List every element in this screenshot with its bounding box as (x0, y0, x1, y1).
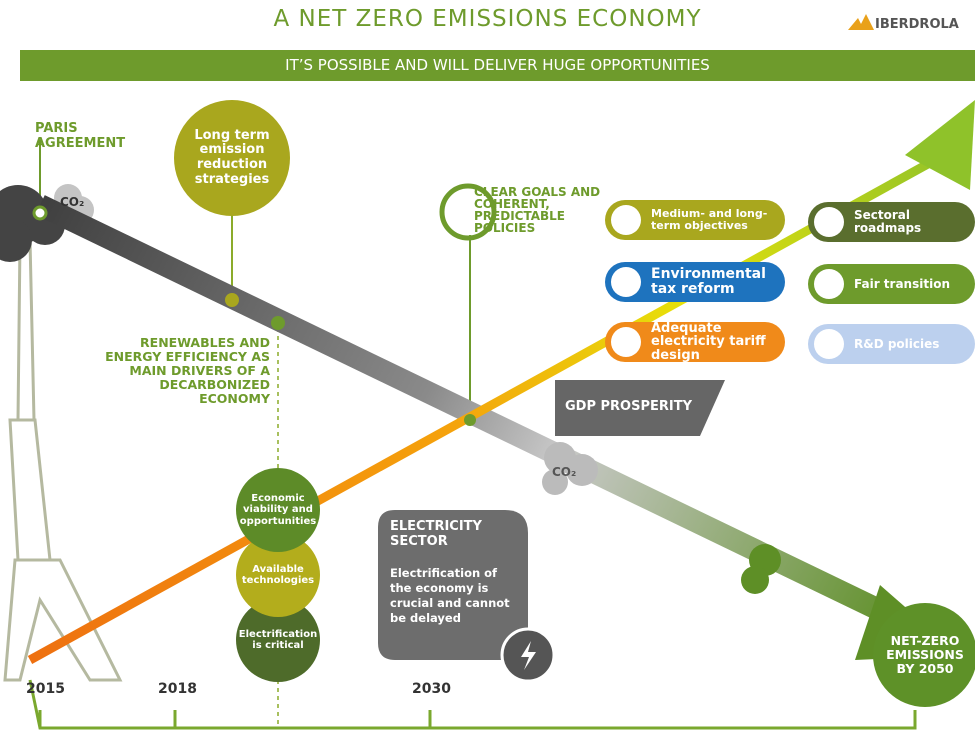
policy-icon (611, 205, 641, 235)
policy: R&D policies (808, 324, 975, 364)
banner-text: IT’S POSSIBLE AND WILL DELIVER HUGE OPPO… (20, 50, 975, 81)
net-zero-label: NET-ZERO EMISSIONS BY 2050 (880, 620, 970, 690)
policy-icon (611, 267, 641, 297)
co2-label: CO₂ (60, 196, 84, 209)
policy: Environmental tax reform (605, 262, 785, 302)
policy-label: Adequate electricity tariff design (651, 322, 785, 363)
milestone-dot (271, 316, 285, 330)
year: 2015 (26, 682, 65, 698)
policy-icon (814, 269, 844, 299)
strategy-label: Long term emission reduction strategies (184, 110, 280, 206)
policy-label: Medium- and long-term objectives (651, 208, 785, 231)
policy-label: Fair transition (854, 278, 950, 291)
policy: Adequate electricity tariff design (605, 322, 785, 362)
driver-label: Electrification is critical (238, 610, 318, 670)
title: A NET ZERO EMISSIONS ECONOMY (200, 4, 775, 36)
policy-icon (814, 207, 844, 237)
infographic: A NET ZERO EMISSIONS ECONOMY IBERDROLA I… (0, 0, 975, 731)
driver-label: Available technologies (238, 545, 318, 605)
gdp-label: GDP PROSPERITY (565, 400, 692, 415)
policy: Fair transition (808, 264, 975, 304)
logo: IBERDROLA (875, 18, 959, 33)
co2-label: CO₂ (552, 466, 576, 479)
policy-label: Sectoral roadmaps (854, 209, 921, 234)
electricity-title: ELECTRICITY SECTOR (390, 520, 490, 549)
policy-icon (814, 329, 844, 359)
policies-title: CLEAR GOALS AND COHERENT, PREDICTABLE PO… (474, 186, 624, 234)
paris-label: PARIS AGREEMENT (35, 122, 145, 151)
eiffel-tower (5, 240, 120, 680)
policy: Medium- and long-term objectives (605, 200, 785, 240)
policy: Sectoral roadmaps (808, 202, 975, 242)
policy-label: Environmental tax reform (651, 267, 785, 296)
arrow-head (905, 100, 975, 190)
year: 2018 (158, 682, 197, 698)
year: 2030 (412, 682, 451, 698)
milestone-dot (34, 207, 46, 219)
milestone-dot (464, 414, 476, 426)
electricity-text: Electrification of the economy is crucia… (390, 566, 515, 626)
policy-label: R&D policies (854, 338, 939, 351)
logo-icon (848, 14, 874, 30)
renewables-label: RENEWABLES AND ENERGY EFFICIENCY AS MAIN… (100, 336, 270, 406)
policy-icon (611, 327, 641, 357)
milestone-dot (225, 293, 239, 307)
driver-label: Economic viability and opportunities (238, 475, 318, 545)
